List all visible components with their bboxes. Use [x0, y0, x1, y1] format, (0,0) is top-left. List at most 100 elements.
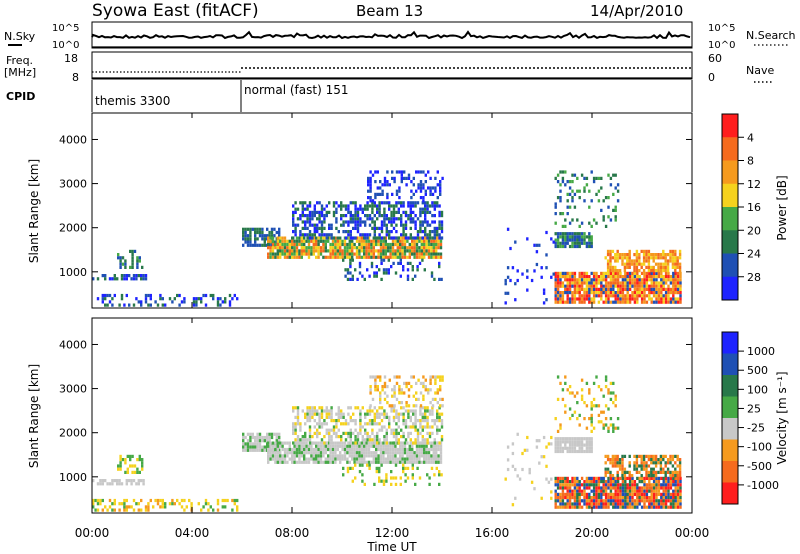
echo-cell	[547, 480, 551, 484]
echo-cell	[296, 438, 300, 442]
echo-cell	[403, 255, 407, 259]
echo-cell	[580, 294, 584, 298]
echo-cell	[251, 227, 254, 231]
echo-cell	[340, 214, 343, 218]
echo-cell	[303, 236, 306, 240]
echo-cell	[311, 441, 314, 445]
echo-cell	[571, 238, 574, 242]
echo-cell	[631, 492, 634, 496]
echo-cell	[592, 284, 596, 288]
echo-cell	[616, 499, 620, 503]
echo-cell	[614, 291, 617, 295]
echo-cell	[573, 205, 577, 209]
echo-cell	[561, 170, 565, 174]
echo-cell	[315, 451, 318, 455]
echo-cell	[414, 409, 417, 413]
echo-cell	[385, 479, 388, 483]
echo-cell	[559, 440, 562, 444]
echo-cell	[606, 470, 610, 474]
echo-cell	[609, 183, 613, 187]
echo-cell	[402, 230, 405, 234]
echo-cell	[367, 444, 371, 448]
echo-cell	[626, 505, 629, 509]
echo-cell	[236, 297, 239, 301]
echo-cell	[286, 242, 289, 247]
echo-cell	[650, 271, 653, 275]
echo-cell	[361, 479, 364, 483]
echo-cell	[424, 210, 427, 214]
echo-cell	[672, 489, 675, 493]
echo-cell	[650, 489, 653, 493]
echo-cell	[626, 262, 629, 266]
echo-cell	[643, 483, 646, 487]
echo-cell	[200, 297, 203, 301]
echo-cell	[364, 204, 367, 208]
echo-cell	[571, 437, 574, 441]
echo-cell	[144, 300, 148, 304]
echo-cell	[123, 502, 126, 506]
echo-cell	[561, 300, 565, 304]
echo-cell	[394, 249, 397, 253]
echo-cell	[573, 437, 577, 441]
echo-cell	[657, 284, 661, 288]
echo-cell	[376, 438, 379, 442]
echo-cell	[376, 186, 379, 190]
echo-cell	[106, 303, 109, 307]
echo-cell	[585, 480, 589, 484]
echo-cell	[375, 466, 378, 470]
echo-cell	[346, 457, 349, 461]
echo-cell	[412, 201, 415, 205]
echo-cell	[679, 489, 682, 493]
echo-cell	[667, 294, 670, 298]
echo-cell	[404, 422, 408, 426]
echo-cell	[161, 297, 164, 301]
echo-cell	[375, 242, 378, 247]
echo-cell	[616, 183, 620, 187]
echo-cell	[542, 291, 546, 295]
echo-cell	[647, 269, 651, 273]
echo-cell	[672, 505, 675, 509]
echo-cell	[571, 271, 574, 275]
echo-cell	[130, 482, 133, 486]
echo-cell	[312, 451, 315, 455]
echo-cell	[355, 249, 359, 253]
echo-cell	[125, 508, 128, 512]
echo-cell	[580, 241, 584, 245]
echo-cell	[332, 214, 336, 218]
echo-cell	[380, 277, 383, 281]
echo-cell	[242, 227, 245, 231]
echo-cell	[628, 262, 631, 266]
echo-cell	[414, 412, 417, 416]
echo-cell	[583, 449, 586, 454]
echo-cell	[439, 242, 443, 247]
echo-cell	[607, 496, 610, 500]
echo-cell	[642, 262, 646, 266]
echo-cell	[180, 300, 184, 304]
echo-cell	[600, 492, 603, 496]
echo-cell	[396, 255, 399, 259]
echo-cell	[576, 284, 579, 288]
echo-cell	[367, 255, 371, 259]
echo-cell	[407, 435, 410, 439]
echo-cell	[545, 464, 548, 468]
echo-cell	[306, 412, 309, 416]
echo-cell	[628, 281, 632, 285]
echo-cell	[270, 227, 274, 231]
echo-cell	[391, 451, 395, 455]
echo-cell	[436, 428, 439, 432]
echo-cell	[371, 207, 374, 211]
echo-cell	[662, 256, 665, 260]
echo-cell	[657, 486, 661, 490]
echo-cell	[303, 451, 306, 455]
echo-cell	[659, 454, 663, 458]
echo-cell	[430, 460, 433, 464]
echo-cell	[300, 454, 303, 458]
echo-cell	[363, 482, 366, 486]
echo-cell	[369, 183, 372, 187]
echo-cell	[233, 293, 236, 298]
echo-cell	[328, 210, 331, 214]
echo-cell	[149, 303, 152, 307]
echo-cell	[156, 502, 160, 506]
echo-cell	[650, 496, 653, 500]
